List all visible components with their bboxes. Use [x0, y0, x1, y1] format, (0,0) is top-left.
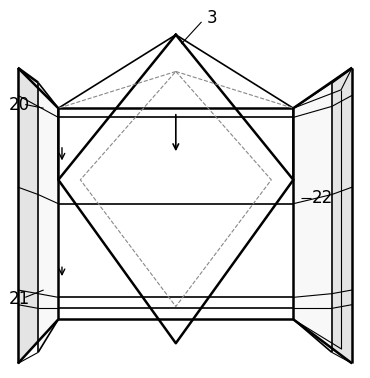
Text: 3: 3 — [207, 9, 218, 27]
Polygon shape — [293, 82, 332, 352]
Polygon shape — [58, 35, 293, 343]
Polygon shape — [58, 108, 293, 319]
Polygon shape — [293, 68, 352, 363]
Text: 21: 21 — [9, 290, 30, 308]
Text: 22: 22 — [312, 189, 333, 207]
Polygon shape — [38, 82, 58, 352]
Polygon shape — [58, 35, 293, 343]
Text: 20: 20 — [9, 96, 30, 113]
Polygon shape — [18, 68, 58, 363]
